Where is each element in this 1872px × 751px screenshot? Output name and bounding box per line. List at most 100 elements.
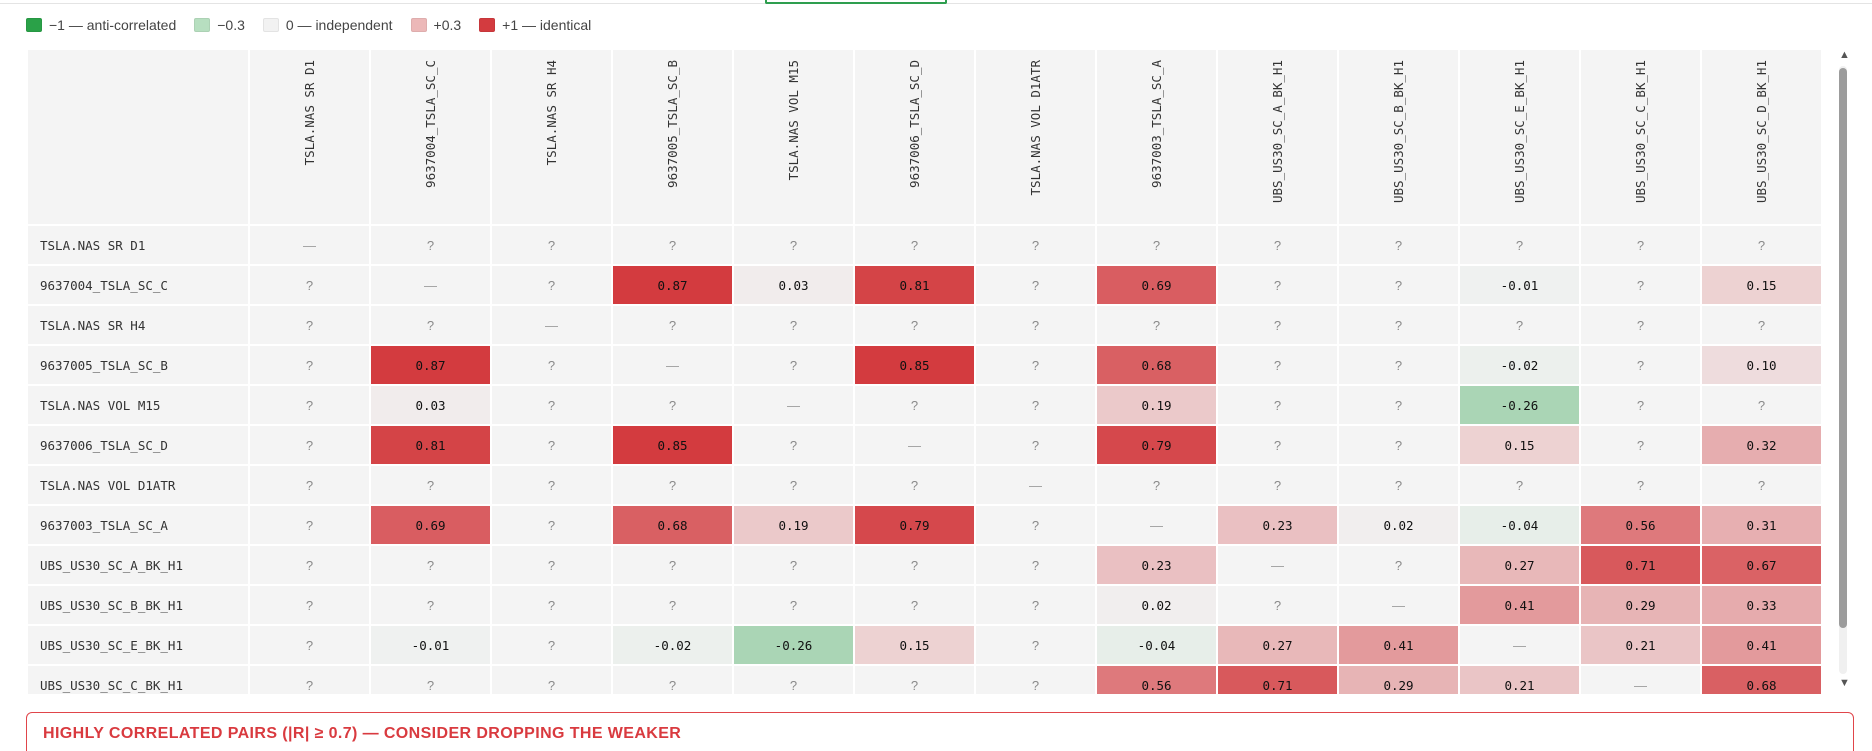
correlation-cell[interactable]: ?	[1581, 466, 1700, 504]
correlation-cell[interactable]: 0.69	[1097, 266, 1216, 304]
correlation-cell[interactable]: 0.23	[1097, 546, 1216, 584]
correlation-cell[interactable]: ?	[1339, 226, 1458, 264]
correlation-cell[interactable]: ?	[1460, 306, 1579, 344]
correlation-cell[interactable]: ?	[371, 306, 490, 344]
correlation-cell[interactable]: ?	[250, 386, 369, 424]
correlation-cell[interactable]: —	[1460, 626, 1579, 664]
correlation-cell[interactable]: ?	[734, 426, 853, 464]
correlation-cell[interactable]: -0.01	[1460, 266, 1579, 304]
correlation-cell[interactable]: ?	[492, 586, 611, 624]
correlation-cell[interactable]: ?	[371, 226, 490, 264]
correlation-cell[interactable]: ?	[976, 306, 1095, 344]
correlation-cell[interactable]: —	[1581, 666, 1700, 694]
scroll-up-arrow-icon[interactable]: ▲	[1839, 49, 1850, 61]
correlation-cell[interactable]: ?	[371, 586, 490, 624]
correlation-cell[interactable]: 0.79	[855, 506, 974, 544]
correlation-cell[interactable]: 0.32	[1702, 426, 1821, 464]
correlation-cell[interactable]: 0.41	[1702, 626, 1821, 664]
correlation-cell[interactable]: ?	[1097, 306, 1216, 344]
correlation-cell[interactable]: 0.56	[1581, 506, 1700, 544]
correlation-cell[interactable]: ?	[1339, 306, 1458, 344]
correlation-cell[interactable]: ?	[492, 626, 611, 664]
correlation-cell[interactable]: ?	[976, 666, 1095, 694]
correlation-cell[interactable]: 0.41	[1339, 626, 1458, 664]
correlation-cell[interactable]: ?	[734, 306, 853, 344]
correlation-cell[interactable]: ?	[1581, 426, 1700, 464]
correlation-cell[interactable]: ?	[250, 666, 369, 694]
correlation-cell[interactable]: ?	[734, 666, 853, 694]
correlation-cell[interactable]: 0.15	[1702, 266, 1821, 304]
correlation-cell[interactable]: ?	[855, 386, 974, 424]
correlation-cell[interactable]: ?	[371, 546, 490, 584]
correlation-cell[interactable]: 0.10	[1702, 346, 1821, 384]
correlation-cell[interactable]: —	[1339, 586, 1458, 624]
correlation-cell[interactable]: ?	[976, 426, 1095, 464]
scroll-down-arrow-icon[interactable]: ▼	[1839, 677, 1850, 689]
correlation-cell[interactable]: 0.69	[371, 506, 490, 544]
correlation-cell[interactable]: ?	[1097, 226, 1216, 264]
correlation-cell[interactable]: 0.21	[1581, 626, 1700, 664]
correlation-cell[interactable]: 0.85	[855, 346, 974, 384]
correlation-cell[interactable]: 0.03	[371, 386, 490, 424]
correlation-cell[interactable]: —	[734, 386, 853, 424]
correlation-cell[interactable]: 0.85	[613, 426, 732, 464]
correlation-cell[interactable]: ?	[250, 306, 369, 344]
matrix-scrollbar[interactable]: ▲ ▼	[1836, 48, 1850, 694]
correlation-cell[interactable]: -0.02	[613, 626, 732, 664]
correlation-cell[interactable]: ?	[250, 466, 369, 504]
correlation-cell[interactable]: 0.23	[1218, 506, 1337, 544]
correlation-cell[interactable]: ?	[492, 266, 611, 304]
correlation-cell[interactable]: ?	[1702, 306, 1821, 344]
correlation-cell[interactable]: ?	[855, 306, 974, 344]
correlation-cell[interactable]: 0.33	[1702, 586, 1821, 624]
correlation-cell[interactable]: ?	[1218, 226, 1337, 264]
correlation-cell[interactable]: 0.56	[1097, 666, 1216, 694]
correlation-cell[interactable]: —	[371, 266, 490, 304]
correlation-cell[interactable]: ?	[976, 506, 1095, 544]
correlation-cell[interactable]: 0.68	[1702, 666, 1821, 694]
correlation-cell[interactable]: 0.31	[1702, 506, 1821, 544]
correlation-cell[interactable]: ?	[1339, 426, 1458, 464]
correlation-cell[interactable]: ?	[1581, 386, 1700, 424]
correlation-cell[interactable]: ?	[734, 226, 853, 264]
correlation-cell[interactable]: ?	[371, 666, 490, 694]
correlation-cell[interactable]: -0.26	[734, 626, 853, 664]
correlation-cell[interactable]: ?	[613, 306, 732, 344]
correlation-cell[interactable]: 0.87	[371, 346, 490, 384]
correlation-cell[interactable]: -0.04	[1460, 506, 1579, 544]
correlation-cell[interactable]: 0.15	[1460, 426, 1579, 464]
correlation-cell[interactable]: ?	[855, 546, 974, 584]
correlation-cell[interactable]: ?	[1581, 346, 1700, 384]
correlation-cell[interactable]: ?	[492, 426, 611, 464]
correlation-cell[interactable]: ?	[492, 346, 611, 384]
correlation-cell[interactable]: ?	[492, 666, 611, 694]
correlation-cell[interactable]: ?	[976, 346, 1095, 384]
correlation-cell[interactable]: 0.21	[1460, 666, 1579, 694]
correlation-cell[interactable]: —	[492, 306, 611, 344]
correlation-cell[interactable]: ?	[1218, 386, 1337, 424]
correlation-cell[interactable]: 0.79	[1097, 426, 1216, 464]
correlation-cell[interactable]: ?	[613, 586, 732, 624]
correlation-cell[interactable]: ?	[250, 546, 369, 584]
correlation-cell[interactable]: —	[250, 226, 369, 264]
correlation-cell[interactable]: 0.03	[734, 266, 853, 304]
correlation-cell[interactable]: ?	[1339, 346, 1458, 384]
correlation-cell[interactable]: ?	[855, 466, 974, 504]
correlation-cell[interactable]: ?	[613, 666, 732, 694]
correlation-cell[interactable]: ?	[250, 506, 369, 544]
correlation-cell[interactable]: 0.15	[855, 626, 974, 664]
correlation-cell[interactable]: ?	[1581, 266, 1700, 304]
correlation-cell[interactable]: ?	[855, 226, 974, 264]
correlation-cell[interactable]: ?	[1218, 346, 1337, 384]
correlation-cell[interactable]: ?	[613, 226, 732, 264]
correlation-cell[interactable]: ?	[250, 626, 369, 664]
correlation-cell[interactable]: ?	[1581, 226, 1700, 264]
correlation-cell[interactable]: ?	[1218, 426, 1337, 464]
correlation-cell[interactable]: 0.41	[1460, 586, 1579, 624]
correlation-cell[interactable]: ?	[1218, 306, 1337, 344]
correlation-cell[interactable]: ?	[492, 466, 611, 504]
correlation-cell[interactable]: ?	[250, 426, 369, 464]
correlation-cell[interactable]: ?	[1460, 226, 1579, 264]
correlation-cell[interactable]: ?	[371, 466, 490, 504]
correlation-cell[interactable]: -0.04	[1097, 626, 1216, 664]
